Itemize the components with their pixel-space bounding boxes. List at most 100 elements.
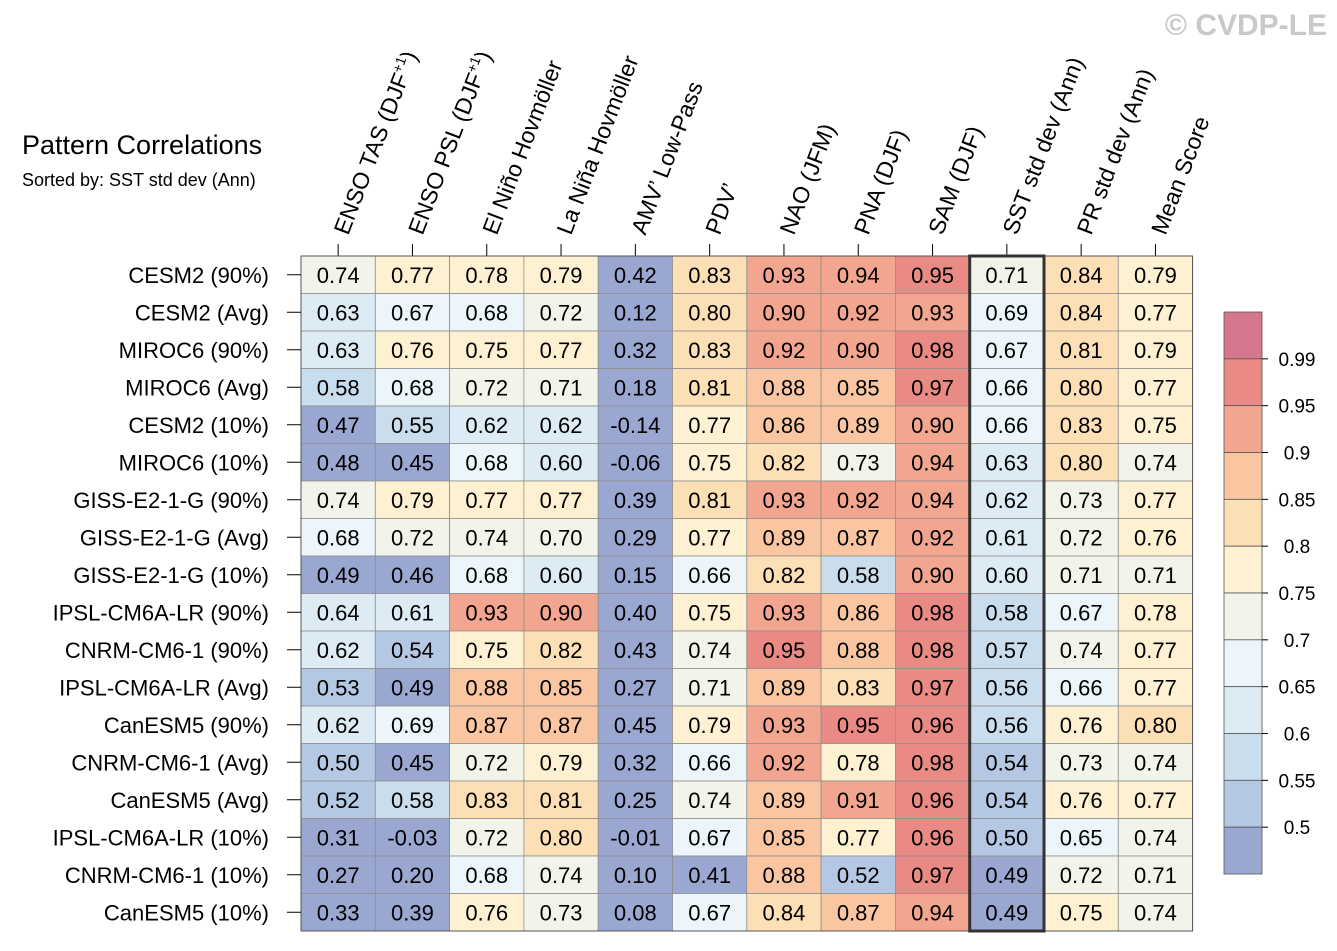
cell-value: 0.62	[317, 713, 360, 738]
column-label: PR std dev (Ann)	[1072, 65, 1159, 238]
colorbar-segment	[1223, 686, 1263, 734]
cell-value: 0.83	[465, 788, 508, 813]
cell-value: 0.15	[614, 563, 657, 588]
cell-value: 0.85	[763, 825, 806, 850]
heatmap-cell	[969, 293, 1045, 332]
heatmap-cell	[597, 255, 673, 294]
cell-value: 0.54	[985, 788, 1028, 813]
cell-value: 0.82	[763, 450, 806, 475]
cell-value: 0.25	[614, 788, 657, 813]
cell-value: 0.75	[465, 638, 508, 663]
cell-value: 0.50	[317, 750, 360, 775]
cell-value: 0.77	[1134, 675, 1177, 700]
column-label-text: SAM (DJF)	[923, 122, 988, 237]
heatmap-cell	[300, 893, 376, 932]
heatmap-cell	[449, 555, 525, 594]
heatmap-cell	[597, 518, 673, 557]
heatmap-cell	[449, 330, 525, 369]
colorbar-segment	[1223, 311, 1263, 360]
heatmap-cell	[746, 855, 822, 894]
cell-value: 0.77	[1134, 488, 1177, 513]
heatmap-cell	[597, 818, 673, 857]
cell-value: 0.67	[688, 825, 731, 850]
heatmap-cell	[895, 555, 971, 594]
cell-value: 0.87	[837, 525, 880, 550]
cell-value: 0.60	[540, 563, 583, 588]
heatmap-cell	[449, 893, 525, 932]
cell-value: 0.39	[391, 900, 434, 925]
heatmap-cell	[597, 293, 673, 332]
cell-value: 0.61	[391, 600, 434, 625]
heatmap-cell	[895, 705, 971, 744]
column-label: La Niña Hovmöller	[551, 52, 643, 238]
cell-value: 0.27	[614, 675, 657, 700]
cell-value: -0.14	[610, 413, 660, 438]
heatmap-cell	[672, 518, 748, 557]
cell-value: 0.62	[465, 413, 508, 438]
colorbar-segment	[1223, 592, 1263, 641]
heatmap-cell	[374, 330, 450, 369]
cell-value: 0.89	[763, 788, 806, 813]
cell-value: 0.71	[1134, 863, 1177, 888]
heatmap-cell	[746, 668, 822, 707]
colorbar-segment	[1223, 452, 1263, 500]
cell-value: 0.90	[911, 563, 954, 588]
cell-value: 0.84	[1060, 263, 1103, 288]
cell-value: 0.83	[837, 675, 880, 700]
heatmap-cell	[746, 330, 822, 369]
cell-value: 0.32	[614, 750, 657, 775]
cell-value: 0.20	[391, 863, 434, 888]
heatmap-cell	[1117, 743, 1194, 782]
cell-value: 0.76	[391, 338, 434, 363]
heatmap-cell	[1043, 368, 1119, 407]
grid-border	[300, 255, 1194, 932]
heatmap-cell	[374, 518, 450, 557]
row-label: CESM2 (10%)	[128, 413, 269, 438]
cell-value: 0.72	[540, 300, 583, 325]
cell-value: 0.60	[985, 563, 1028, 588]
heatmap-cell	[374, 555, 450, 594]
cell-value: 0.87	[540, 713, 583, 738]
colorbar-segment	[1223, 405, 1263, 453]
cell-value: 0.84	[763, 900, 806, 925]
heatmap-cell	[597, 555, 673, 594]
cell-value: 0.81	[688, 488, 731, 513]
row-label: CESM2 (90%)	[128, 263, 269, 288]
heatmap-cell	[969, 443, 1045, 482]
cell-value: 0.77	[1134, 788, 1177, 813]
heatmap-cell	[523, 443, 599, 482]
row-label: GISS-E2-1-G (Avg)	[80, 525, 269, 550]
cell-value: 0.66	[1060, 675, 1103, 700]
colorbar-label: 0.9	[1284, 444, 1310, 465]
heatmap-cell	[1117, 405, 1194, 444]
cell-value: 0.93	[763, 263, 806, 288]
cell-value: 0.78	[465, 263, 508, 288]
heatmap-cell	[820, 518, 896, 557]
cell-value: 0.88	[763, 863, 806, 888]
cell-value: 0.68	[465, 563, 508, 588]
cell-value: 0.68	[465, 300, 508, 325]
heatmap-cell	[374, 405, 450, 444]
heatmap-cell	[1117, 330, 1194, 369]
column-label-superscript: +1	[389, 54, 410, 75]
row-label: GISS-E2-1-G (10%)	[73, 563, 269, 588]
cell-value: 0.89	[763, 675, 806, 700]
cell-value: 0.71	[1134, 563, 1177, 588]
cell-value: 0.52	[837, 863, 880, 888]
cell-value: 0.76	[1134, 525, 1177, 550]
heatmap-cell	[523, 405, 599, 444]
heatmap-cell	[374, 705, 450, 744]
cell-value: 0.74	[317, 488, 360, 513]
cell-value: 0.69	[985, 300, 1028, 325]
heatmap-cell	[1117, 893, 1194, 932]
row-label: MIROC6 (Avg)	[125, 375, 269, 400]
heatmap-cell	[597, 630, 673, 669]
cell-value: 0.77	[1134, 638, 1177, 663]
heatmap-cell	[672, 480, 748, 519]
heatmap-cell	[523, 293, 599, 332]
cell-value: 0.72	[391, 525, 434, 550]
heatmap-cell	[1117, 555, 1194, 594]
cell-value: 0.67	[688, 900, 731, 925]
row-label: CanESM5 (Avg)	[110, 788, 269, 813]
cell-value: 0.80	[1060, 375, 1103, 400]
